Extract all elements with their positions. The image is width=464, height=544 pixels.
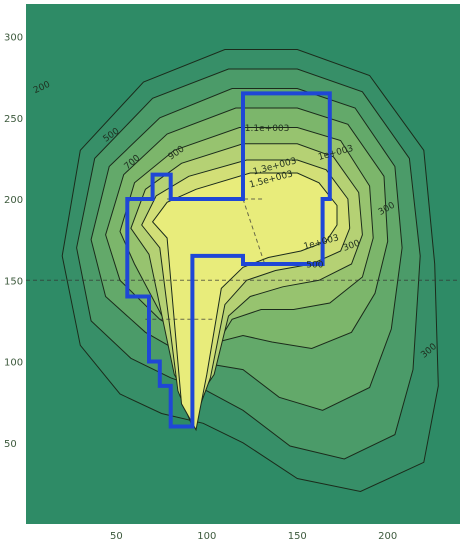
dashed-line-3 <box>242 198 266 265</box>
y-tick-label-4: 200 <box>4 195 23 206</box>
x-tick-label-3: 150 <box>288 531 307 542</box>
y-tick-label-6: 300 <box>4 33 23 44</box>
contour-label-5: 1.1e+003 <box>245 124 290 134</box>
x-tick-label-4: 200 <box>378 531 397 542</box>
y-tick-label-3: 150 <box>4 276 23 287</box>
x-tick-label-2: 100 <box>197 531 216 542</box>
building-outline <box>125 91 332 429</box>
y-tick-label-1: 50 <box>4 439 17 450</box>
axis-layer: 50 100 150 200 250 300 50 100 150 200 <box>4 33 397 543</box>
y-tick-label-5: 250 <box>4 114 23 125</box>
x-tick-label-1: 50 <box>110 531 123 542</box>
contour-label-10: 500 <box>306 260 323 270</box>
y-tick-label-2: 100 <box>4 358 23 369</box>
